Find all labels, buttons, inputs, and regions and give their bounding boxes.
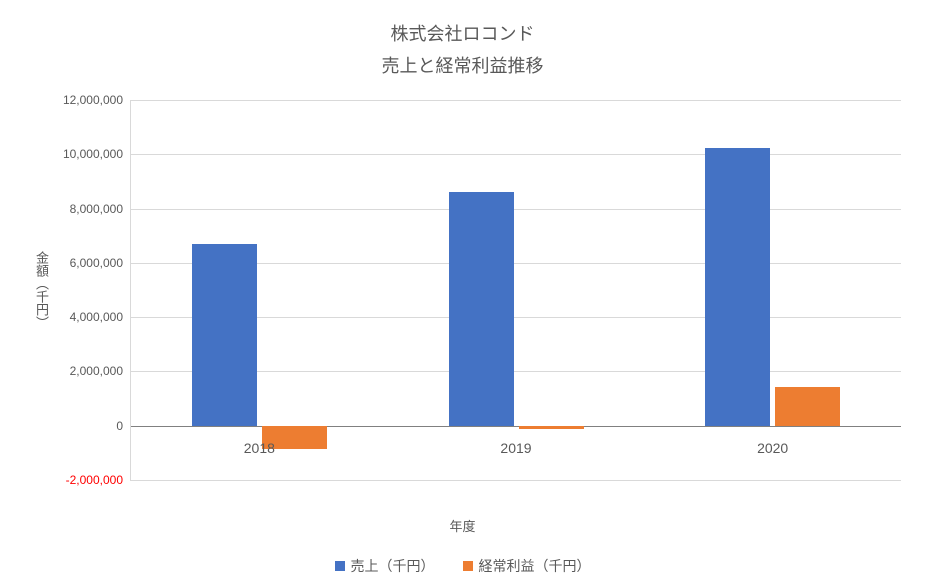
category-label: 2019 — [500, 440, 531, 456]
legend-swatch — [335, 561, 345, 571]
y-axis-label: 金額（千円） — [32, 251, 51, 329]
legend-item: 売上（千円） — [335, 556, 435, 576]
gridline — [131, 209, 901, 210]
ytick-label: 6,000,000 — [70, 256, 131, 270]
bar — [705, 148, 770, 426]
chart-container: 株式会社ロコンド 売上と経常利益推移 金額（千円） -2,000,00002,0… — [0, 0, 925, 587]
chart-title-line1: 株式会社ロコンド — [0, 20, 925, 46]
ytick-label: 8,000,000 — [70, 202, 131, 216]
legend-label: 経常利益（千円） — [479, 556, 591, 576]
ytick-label: 0 — [116, 419, 131, 433]
legend-swatch — [463, 561, 473, 571]
x-axis-label: 年度 — [0, 516, 925, 535]
ytick-label: -2,000,000 — [66, 473, 131, 487]
ytick-label: 10,000,000 — [63, 147, 131, 161]
ytick-label: 4,000,000 — [70, 310, 131, 324]
bar — [192, 244, 257, 426]
category-label: 2018 — [244, 440, 275, 456]
category-label: 2020 — [757, 440, 788, 456]
chart-title-line2: 売上と経常利益推移 — [0, 52, 925, 78]
legend-label: 売上（千円） — [351, 556, 435, 576]
gridline — [131, 480, 901, 481]
plot-area: -2,000,00002,000,0004,000,0006,000,0008,… — [130, 100, 901, 481]
legend-item: 経常利益（千円） — [463, 556, 591, 576]
gridline — [131, 154, 901, 155]
ytick-label: 12,000,000 — [63, 93, 131, 107]
gridline — [131, 100, 901, 101]
legend: 売上（千円） 経常利益（千円） — [0, 556, 925, 576]
bar — [449, 192, 514, 425]
bar — [519, 426, 584, 429]
zero-line — [131, 426, 901, 427]
bar — [775, 387, 840, 426]
ytick-label: 2,000,000 — [70, 364, 131, 378]
